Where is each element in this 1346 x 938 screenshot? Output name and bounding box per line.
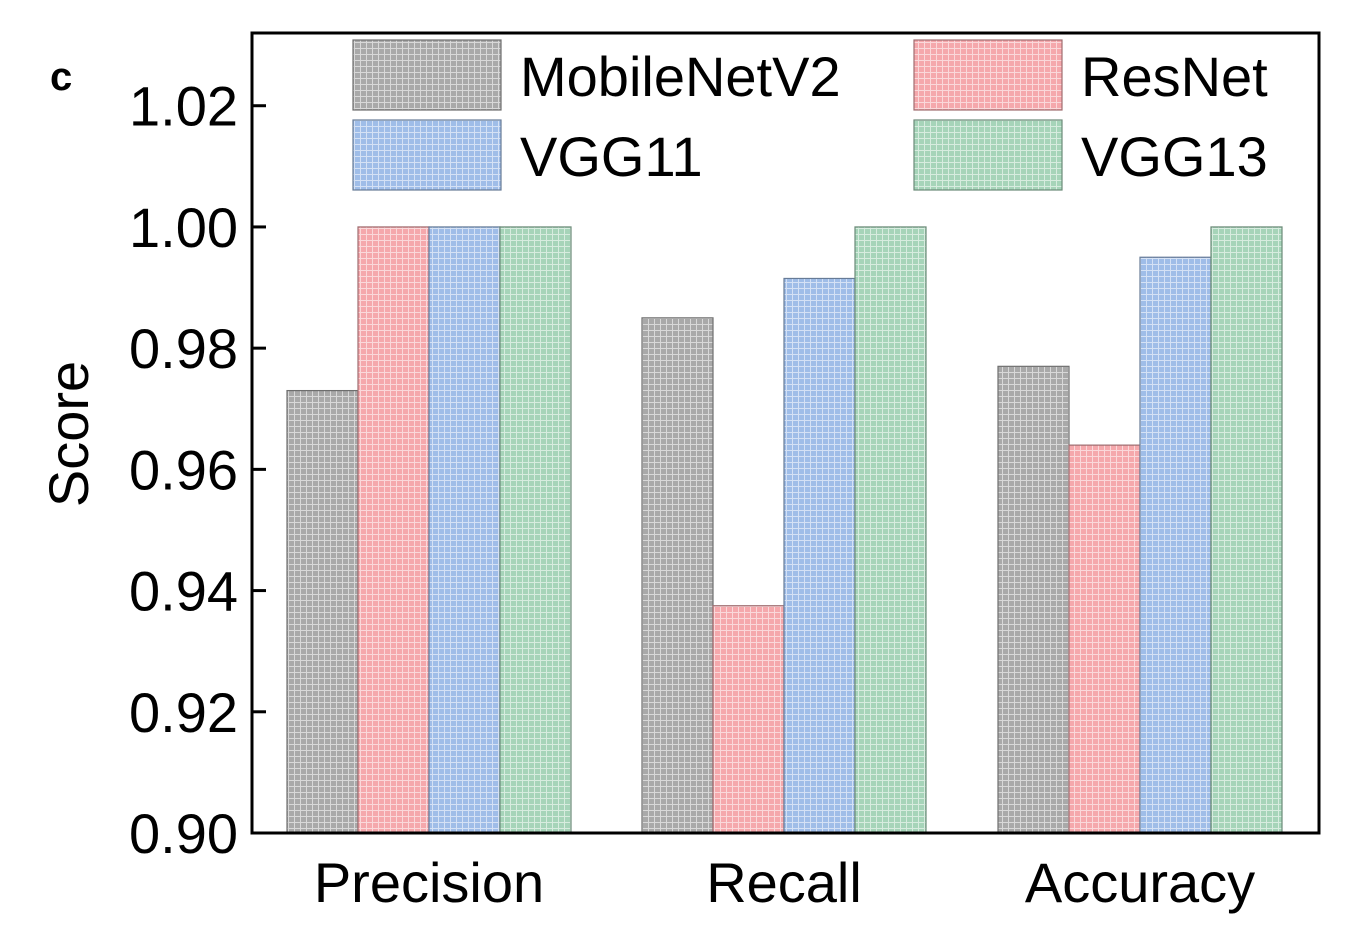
legend: MobileNetV2 ResNet VGG11 VGG13 — [352, 39, 1268, 191]
legend-label-resnet: ResNet — [1081, 45, 1268, 108]
y-axis-title: Score — [37, 361, 100, 507]
y-tick-label: 0.94 — [129, 560, 238, 623]
bar-recall-vgg11 — [783, 277, 856, 834]
legend-swatch-vgg13 — [913, 119, 1063, 191]
legend-swatch-mobilenetv2 — [352, 39, 502, 111]
y-tick-label: 0.98 — [129, 317, 238, 380]
x-category-label: Accuracy — [1025, 851, 1255, 914]
bar-accuracy-resnet — [1068, 444, 1141, 834]
legend-swatch-vgg11 — [352, 119, 502, 191]
y-tick-label: 0.96 — [129, 438, 238, 501]
bar-precision-vgg13 — [499, 226, 572, 834]
legend-label-mobilenetv2: MobileNetV2 — [520, 45, 841, 108]
bars-group — [286, 226, 1283, 834]
bar-precision-mobilenetv2 — [286, 389, 359, 834]
bar-recall-resnet — [712, 605, 785, 834]
y-tick-label: 1.00 — [129, 196, 238, 259]
x-axis: Precision Recall Accuracy — [314, 851, 1255, 914]
bar-precision-resnet — [357, 226, 430, 834]
bar-accuracy-vgg13 — [1210, 226, 1283, 834]
y-axis: 0.90 0.92 0.94 0.96 0.98 1.00 1.02 — [129, 75, 266, 865]
legend-label-vgg11: VGG11 — [520, 125, 703, 188]
bar-recall-vgg13 — [854, 226, 927, 834]
legend-label-vgg13: VGG13 — [1081, 125, 1268, 188]
y-tick-label: 0.92 — [129, 681, 238, 744]
bar-accuracy-mobilenetv2 — [997, 365, 1070, 834]
legend-swatch-resnet — [913, 39, 1063, 111]
bar-precision-vgg11 — [428, 226, 501, 834]
bar-accuracy-vgg11 — [1139, 256, 1212, 834]
x-category-label: Precision — [314, 851, 544, 914]
plot-frame — [250, 31, 1321, 835]
y-tick-label: 0.90 — [129, 802, 238, 865]
panel-label: c — [50, 55, 72, 99]
x-category-label: Recall — [706, 851, 862, 914]
bar-recall-mobilenetv2 — [641, 317, 714, 834]
y-tick-label: 1.02 — [129, 75, 238, 138]
